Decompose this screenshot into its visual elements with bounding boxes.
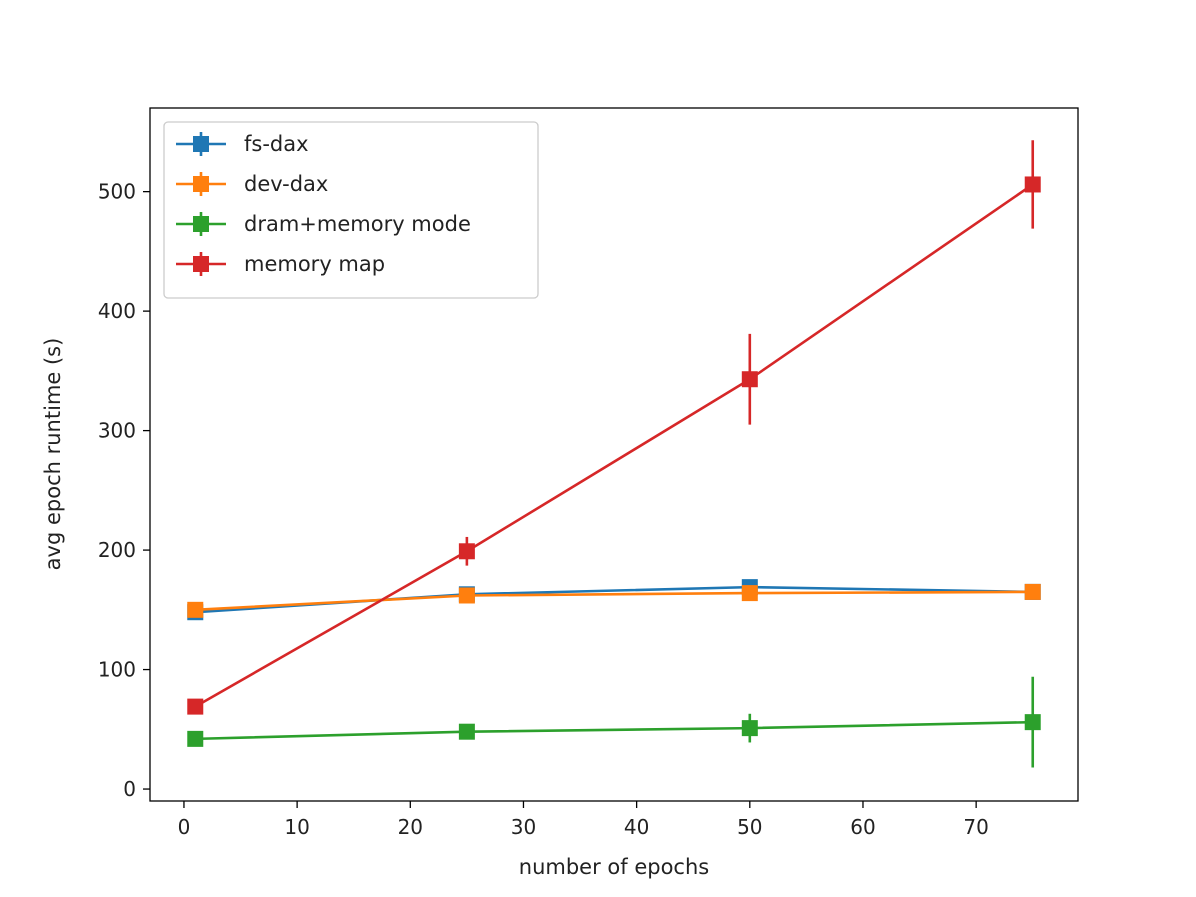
series-memory-map (187, 140, 1041, 715)
series-dram-memory-mode (187, 676, 1041, 768)
legend-label: dev-dax (244, 172, 328, 196)
y-tick-label: 500 (98, 180, 136, 204)
series-line (195, 590, 1033, 612)
data-point (741, 720, 758, 737)
legend-item: fs-dax (176, 132, 309, 156)
data-point (741, 585, 758, 602)
legend-swatch-marker (193, 176, 209, 192)
data-point (458, 543, 475, 560)
data-point (187, 698, 204, 715)
legend: fs-dax dev-dax dram+memory mode memory map (163, 121, 539, 299)
data-point (1024, 583, 1041, 600)
legend-item: memory map (176, 252, 385, 276)
x-tick-label: 30 (511, 815, 536, 839)
legend-swatch-marker (193, 256, 209, 272)
y-tick-label: 300 (98, 419, 136, 443)
series-line (195, 720, 1033, 741)
axes-ticks: 0 10 20 30 40 50 60 70 0 100 200 300 400 500 (98, 180, 989, 839)
x-tick-label: 0 (178, 815, 191, 839)
x-tick-label: 60 (850, 815, 875, 839)
data-point (1024, 176, 1041, 193)
legend-label: memory map (244, 252, 385, 276)
data-point (458, 723, 475, 740)
y-tick-label: 0 (123, 777, 136, 801)
x-tick-label: 10 (284, 815, 309, 839)
data-point (1024, 714, 1041, 731)
series-line (194, 183, 1034, 708)
legend-item: dev-dax (176, 172, 328, 196)
x-tick-label: 50 (737, 815, 762, 839)
legend-item: dram+memory mode (176, 212, 471, 236)
plot-area (187, 140, 1041, 768)
legend-swatch-marker (193, 216, 209, 232)
y-tick-label: 100 (98, 658, 136, 682)
y-axis-label: avg epoch runtime (s) (41, 338, 65, 571)
legend-box (163, 121, 539, 299)
series-dev-dax (187, 583, 1041, 618)
data-point (187, 730, 204, 747)
data-point (741, 371, 758, 388)
legend-label: fs-dax (244, 132, 309, 156)
plot-frame (149, 107, 1079, 802)
data-point (187, 601, 204, 618)
x-tick-label: 40 (624, 815, 649, 839)
y-tick-label: 200 (98, 538, 136, 562)
legend-label: dram+memory mode (244, 212, 471, 236)
x-tick-label: 20 (398, 815, 423, 839)
data-point (458, 587, 475, 604)
legend-swatch-marker (193, 136, 209, 152)
x-tick-label: 70 (963, 815, 988, 839)
x-axis-label: number of epochs (519, 855, 709, 879)
y-tick-label: 400 (98, 299, 136, 323)
